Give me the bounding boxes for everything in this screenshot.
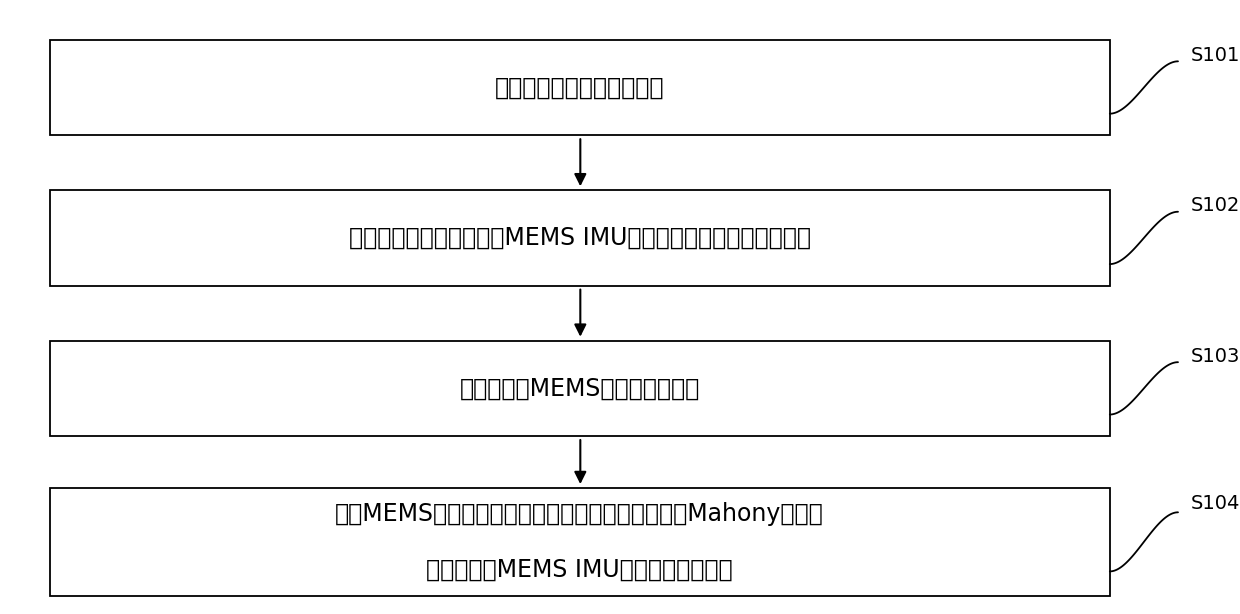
Text: 根据MEMS惯性器件的数据，通过惯性系对准算法和Mahony算法的: 根据MEMS惯性器件的数据，通过惯性系对准算法和Mahony算法的 [335,502,825,526]
Text: S103: S103 [1190,347,1240,366]
Text: 在定义的坐标系下，使得MEMS IMU按正反连续旋转方式进行旋转: 在定义的坐标系下，使得MEMS IMU按正反连续旋转方式进行旋转 [348,226,811,250]
Text: 融合，得到MEMS IMU的全姿态解算结果: 融合，得到MEMS IMU的全姿态解算结果 [427,558,733,581]
Bar [50,488,1110,596]
Text: S101: S101 [1190,46,1240,65]
Bar [50,341,1110,436]
Text: 定义满足预设规则的坐标系: 定义满足预设规则的坐标系 [495,76,665,99]
Text: S102: S102 [1190,196,1240,216]
Text: 采集旋转时MEMS惯性器件的数据: 采集旋转时MEMS惯性器件的数据 [460,376,699,400]
Bar [50,40,1110,135]
Text: S104: S104 [1190,494,1240,513]
Bar [50,190,1110,286]
